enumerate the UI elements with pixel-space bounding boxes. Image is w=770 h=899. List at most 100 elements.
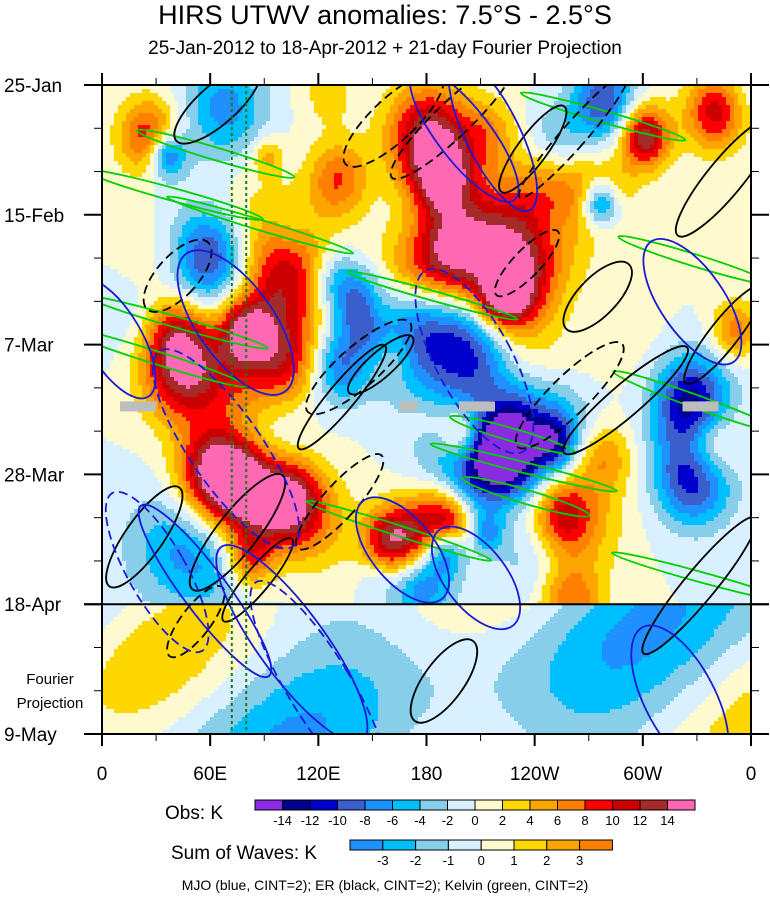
waves-colorbar-tick-label: -2 [410,853,422,868]
mjo-contour [642,237,743,366]
er-contour [514,341,625,450]
obs-colorbar-tick-label: -8 [359,813,371,828]
er-contour [409,638,479,724]
er-contour [562,345,689,456]
er-contour [305,318,413,416]
obs-colorbar-tick-label: 0 [471,813,478,828]
er-contour [173,85,262,145]
axes: 0 60E 120E 180 120W 60W 0 25-Jan 15-Feb 7-Mar 28-M… [4,73,769,785]
mjo-contour [414,267,535,455]
obs-colorbar-tick-label: -10 [328,813,347,828]
obs-colorbar-tick-label: 2 [499,813,506,828]
y-tick-label: 7-Mar [4,336,54,357]
x-tick-label: 180 [411,764,443,785]
waves-colorbar-tick-label: 3 [576,853,583,868]
projection-label: Projection [17,695,84,712]
kelvin-contour [617,235,751,286]
obs-colorbar-swatch [474,799,503,811]
mjo-contour [104,490,210,654]
obs-colorbar-tick-label: -6 [387,813,399,828]
er-contour [347,334,415,396]
er-contour [518,85,630,199]
mjo-contour [151,348,301,550]
mjo-contour [215,544,369,734]
obs-colorbar-tick-label: 6 [554,813,561,828]
chart-subtitle: 25-Jan-2012 to 18-Apr-2012 + 21-day Four… [0,38,770,60]
contour-legend-note: MJO (blue, CINT=2); ER (black, CINT=2); … [0,877,770,893]
missing-data-bar [399,401,418,412]
missing-data-bar [682,401,719,412]
mjo-contour [249,580,390,734]
mjo-contour [430,525,522,631]
x-tick-label: 120E [296,764,340,785]
waves-colorbar-swatch [415,839,449,851]
obs-colorbar-tick-label: 4 [526,813,533,828]
waves-colorbar-swatch [382,839,417,851]
obs-colorbar-swatch [639,799,668,811]
mjo-contour [354,496,451,604]
er-contour [683,284,751,385]
obs-colorbar-label: Obs: K [165,803,223,825]
projection-label: Fourier [26,671,74,688]
er-contour [294,453,385,551]
waves-colorbar-swatch [349,839,384,851]
waves-colorbar-tick-label: 1 [510,853,517,868]
chart-title: HIRS UTWV anomalies: 7.5°S - 2.5°S [0,0,770,31]
obs-colorbar-swatch [529,799,558,811]
obs-colorbar-tick-label: -4 [414,813,426,828]
missing-data-bar [458,401,496,412]
mjo-contour [447,85,538,212]
obs-colorbar-tick-label: 10 [605,813,619,828]
obs-colorbar-swatch [502,799,531,811]
wave-contours [102,85,751,734]
y-tick-label: 25-Jan [4,76,62,97]
obs-colorbar-swatch [584,799,613,811]
kelvin-contour [345,270,519,321]
obs-colorbar-tick-label: 14 [660,813,674,828]
waves-colorbar-swatch [480,839,515,851]
obs-colorbar-tick-label: 12 [633,813,647,828]
kelvin-contour [429,442,618,493]
er-contour [221,537,294,623]
waves-colorbar-tick-label: -3 [377,853,389,868]
kelvin-contour [305,499,493,562]
er-contour [296,343,387,451]
y-tick-label: 28-Mar [4,465,65,486]
obs-colorbar-tick-label: -2 [442,813,454,828]
er-contour [142,238,213,313]
obs-colorbar-swatch [309,799,338,811]
obs-colorbar-swatch [557,799,586,811]
obs-colorbar-swatch [667,799,696,811]
waves-colorbar-tick-label: 0 [478,853,485,868]
mjo-contour [630,624,730,734]
er-contour [498,104,568,194]
y-tick-label: 9-May [4,725,57,746]
obs-colorbar-swatch [254,799,283,811]
markers [120,85,719,734]
waves-colorbar-label: Sum of Waves: K [171,843,317,865]
anomaly-field [102,85,751,734]
er-contour [562,260,633,333]
waves-colorbar-tick-label: -1 [443,853,455,868]
obs-colorbar-swatch [612,799,641,811]
x-tick-label: 60W [623,764,662,785]
kelvin-contour [166,195,355,255]
obs-colorbar-swatch [392,799,421,811]
er-contour [105,485,184,589]
obs-colorbar-swatch [447,799,476,811]
er-contour [641,515,751,656]
obs-colorbar-tick-label: -12 [301,813,320,828]
obs-colorbar-swatch [364,799,393,811]
er-contour [674,116,751,238]
kelvin-contour [136,128,296,179]
kelvin-contour [102,295,269,350]
kelvin-contour [461,476,591,518]
x-tick-label: 0 [746,764,757,785]
obs-colorbar-tick-label: 8 [581,813,588,828]
obs-colorbar-tick-label: -14 [273,813,292,828]
waves-colorbar-swatch [513,839,548,851]
waves-colorbar-swatch [546,839,581,851]
er-contour [342,85,445,168]
mjo-contour [176,249,295,396]
